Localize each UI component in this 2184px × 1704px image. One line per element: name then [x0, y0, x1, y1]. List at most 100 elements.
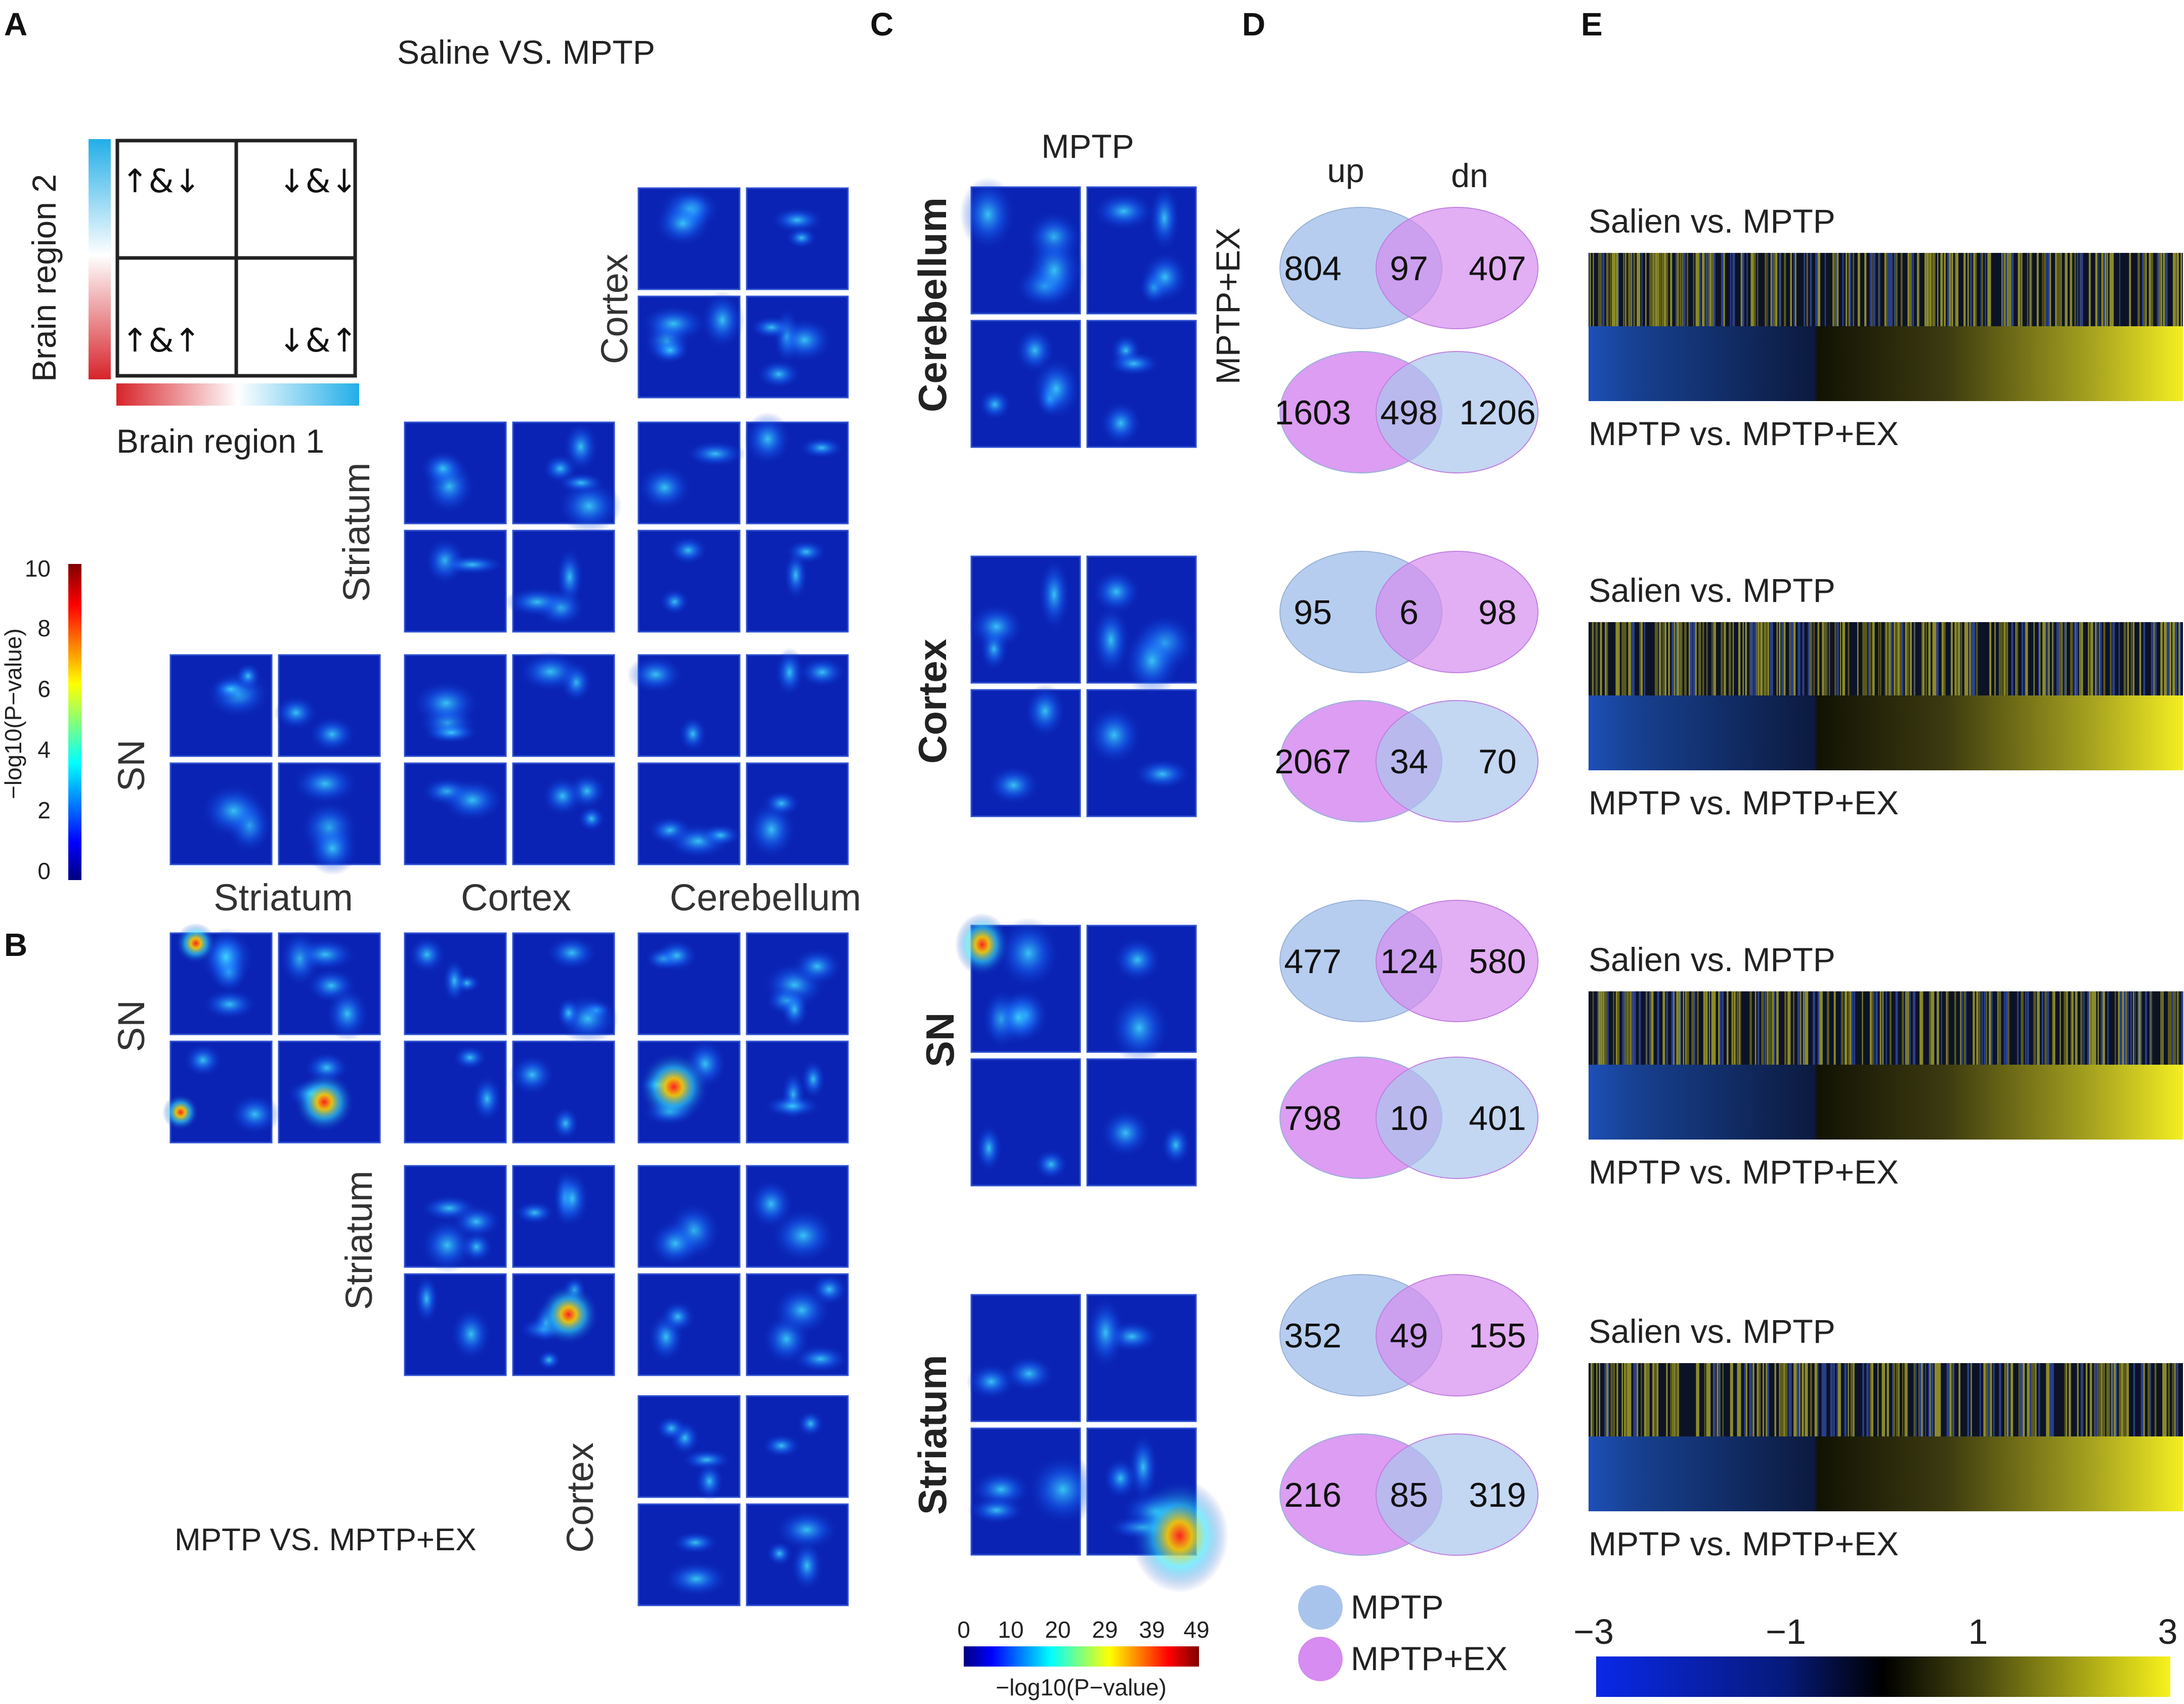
panel-a-sn-striatum-tr [274, 654, 381, 757]
panel-a-striatum-cortex-br [505, 530, 615, 633]
panel-a-col-label-striatum: Striatum [213, 877, 353, 919]
panel-c-row-label-striatum: Striatum [910, 1355, 955, 1515]
panel-b-sn-cerebellum-tl [637, 932, 741, 1035]
colorbar-c-tick: 49 [1183, 1616, 1209, 1643]
panel-b-sn-cortex-tl [404, 932, 507, 1035]
panel-c-row-label-sn: SN [918, 1013, 962, 1067]
venn-right-circle [1376, 700, 1538, 822]
panel-c-side-label: MPTP+EX [1209, 228, 1247, 384]
expression-strip-block: Salien vs. MPTP MPTP vs. MPTP+EX [1589, 202, 2183, 452]
venn-right-circle [1376, 1057, 1538, 1179]
venn-right-count: 1206 [1459, 394, 1535, 432]
colorbar-e-tick: −1 [1766, 1612, 1806, 1651]
colorbar-a-label: −log10(P−value) [0, 628, 26, 799]
colorbar-a: 10 8 6 4 2 0 −log10(P−value) [0, 555, 81, 884]
legend-cyan-bar-vertical [89, 139, 111, 255]
strip-mptp-vs-mptpex [1589, 695, 2183, 770]
panel-b-cortex-cerebellum-tl [637, 1395, 741, 1501]
venn-overlap-count: 85 [1390, 1476, 1428, 1514]
panel-a-sn-striatum-br [278, 762, 381, 876]
panel-b-sn-striatum-tr [278, 929, 381, 1041]
strip-mptp-vs-mptpex [1589, 1436, 2183, 1511]
strip-mptp-vs-mptpex [1589, 326, 2183, 401]
venn-overlap-count: 34 [1390, 742, 1428, 781]
venn-overlap-count: 6 [1399, 593, 1419, 632]
panel-b-striatum-cerebellum-tr [746, 1165, 849, 1268]
venn-diagram: 804 97 407 [1279, 207, 1538, 329]
colorbar-c-tick: 0 [957, 1616, 970, 1643]
panel-b-cortex-cerebellum-br [746, 1503, 849, 1606]
legend-cyan-bar-horizontal [238, 383, 359, 406]
panel-a-cortex-cerebellum-br [746, 295, 849, 399]
panel-c-cerebellum-bl [970, 320, 1082, 448]
strip-bottom-label: MPTP vs. MPTP+EX [1589, 1153, 1899, 1191]
panel-b-striatum-cortex-tl [404, 1165, 507, 1273]
venn-overlap-count: 498 [1380, 394, 1437, 432]
panel-c-cerebellum-br [1086, 320, 1197, 448]
colorbar-c-tick: 10 [998, 1616, 1023, 1643]
venn-diagram: 2067 34 70 [1274, 700, 1538, 822]
venn-left-count: 477 [1284, 942, 1341, 981]
venn-left-count: 352 [1284, 1317, 1341, 1355]
panel-c-sn-br [1086, 1058, 1197, 1187]
panel-b-row-label-cortex: Cortex [559, 1443, 601, 1553]
venn-left-count: 216 [1284, 1476, 1341, 1514]
legend-mptp-swatch [1298, 1585, 1343, 1630]
legend-mptp-label: MPTP [1351, 1588, 1443, 1626]
colorbar-c-tick: 29 [1092, 1616, 1118, 1643]
venn-overlap-count: 97 [1390, 249, 1428, 288]
panel-a-sn-cortex-tr [512, 651, 615, 757]
panel-a-row-label-cortex: Cortex [593, 254, 635, 364]
panel-a-sn-cerebellum-tr [746, 647, 849, 757]
panel-a-col-label-cortex: Cortex [461, 877, 571, 919]
venn-left-count: 1603 [1274, 394, 1351, 432]
venn-right-circle [1376, 207, 1538, 329]
panel-c-cortex-bl [970, 683, 1081, 817]
panel-b-striatum-cerebellum-bl [637, 1273, 741, 1376]
strip-saline-vs-mptp [1589, 1363, 2183, 1436]
panel-b-row-label-sn: SN [110, 1000, 152, 1052]
colorbar-a-tick: 4 [37, 736, 51, 763]
panel-b-title: MPTP VS. MPTP+EX [175, 1522, 477, 1557]
panel-b-striatum-cortex-br [512, 1273, 615, 1376]
panel-a-title: Saline VS. MPTP [397, 33, 655, 71]
panel-c-sn-tr [1086, 925, 1197, 1065]
panel-c-striatum-tl [966, 1294, 1081, 1422]
venn-right-count: 98 [1478, 593, 1517, 632]
strip-top-label: Salien vs. MPTP [1589, 572, 1835, 609]
brain-region-1-label: Brain region 1 [116, 422, 324, 460]
panel-a-sn-cerebellum-bl [637, 762, 742, 865]
legend-red-bar-vertical [89, 255, 111, 379]
venn-right-circle [1376, 551, 1538, 673]
panel-c-sn-tl [955, 913, 1081, 1053]
panel-b-striatum-cerebellum-tl [637, 1165, 741, 1268]
legend-red-bar-horizontal [116, 383, 238, 406]
colorbar-e-gradient [1596, 1656, 2170, 1697]
colorbar-c: 0 10 20 29 39 49 −log10(P−value) [957, 1616, 1209, 1700]
strip-top-label: Salien vs. MPTP [1589, 202, 1835, 240]
panel-b-sn-cerebellum-tr [746, 932, 849, 1035]
quadrant-down-up: ↓&↑ [278, 322, 358, 360]
panel-a-striatum-cerebellum-bl [637, 530, 741, 633]
venn-overlap-count: 10 [1390, 1099, 1428, 1138]
venn-diagram: 1603 498 1206 [1274, 351, 1538, 473]
venn-overlap-count: 124 [1380, 942, 1437, 981]
venn-left-count: 95 [1294, 593, 1332, 632]
panel-a-row-label-striatum: Striatum [335, 462, 377, 602]
panel-b-sn-cortex-br [509, 1040, 615, 1144]
venn-right-circle [1376, 1274, 1538, 1396]
panel-a-sn-cortex-tl [404, 654, 507, 757]
expression-strip-block: Salien vs. MPTP MPTP vs. MPTP+EX [1589, 572, 2183, 821]
panel-label-e: E [1581, 6, 1603, 42]
panel-c-striatum-tr [1086, 1294, 1197, 1422]
panel-d-legend: MPTP MPTP+EX [1298, 1585, 1508, 1681]
panel-c-sn-bl [970, 1058, 1081, 1187]
venn-left-count: 2067 [1274, 742, 1351, 781]
colorbar-e-tick: −3 [1573, 1612, 1614, 1651]
venn-overlap-count: 49 [1390, 1317, 1428, 1355]
panel-label-d: D [1242, 6, 1265, 42]
panel-a-col-label-cerebellum: Cerebellum [670, 877, 861, 919]
colorbar-c-label: −log10(P−value) [996, 1674, 1167, 1700]
panel-b-sn-cerebellum-bl [637, 1038, 741, 1144]
panel-a-striatum-cerebellum-tl [636, 421, 746, 525]
